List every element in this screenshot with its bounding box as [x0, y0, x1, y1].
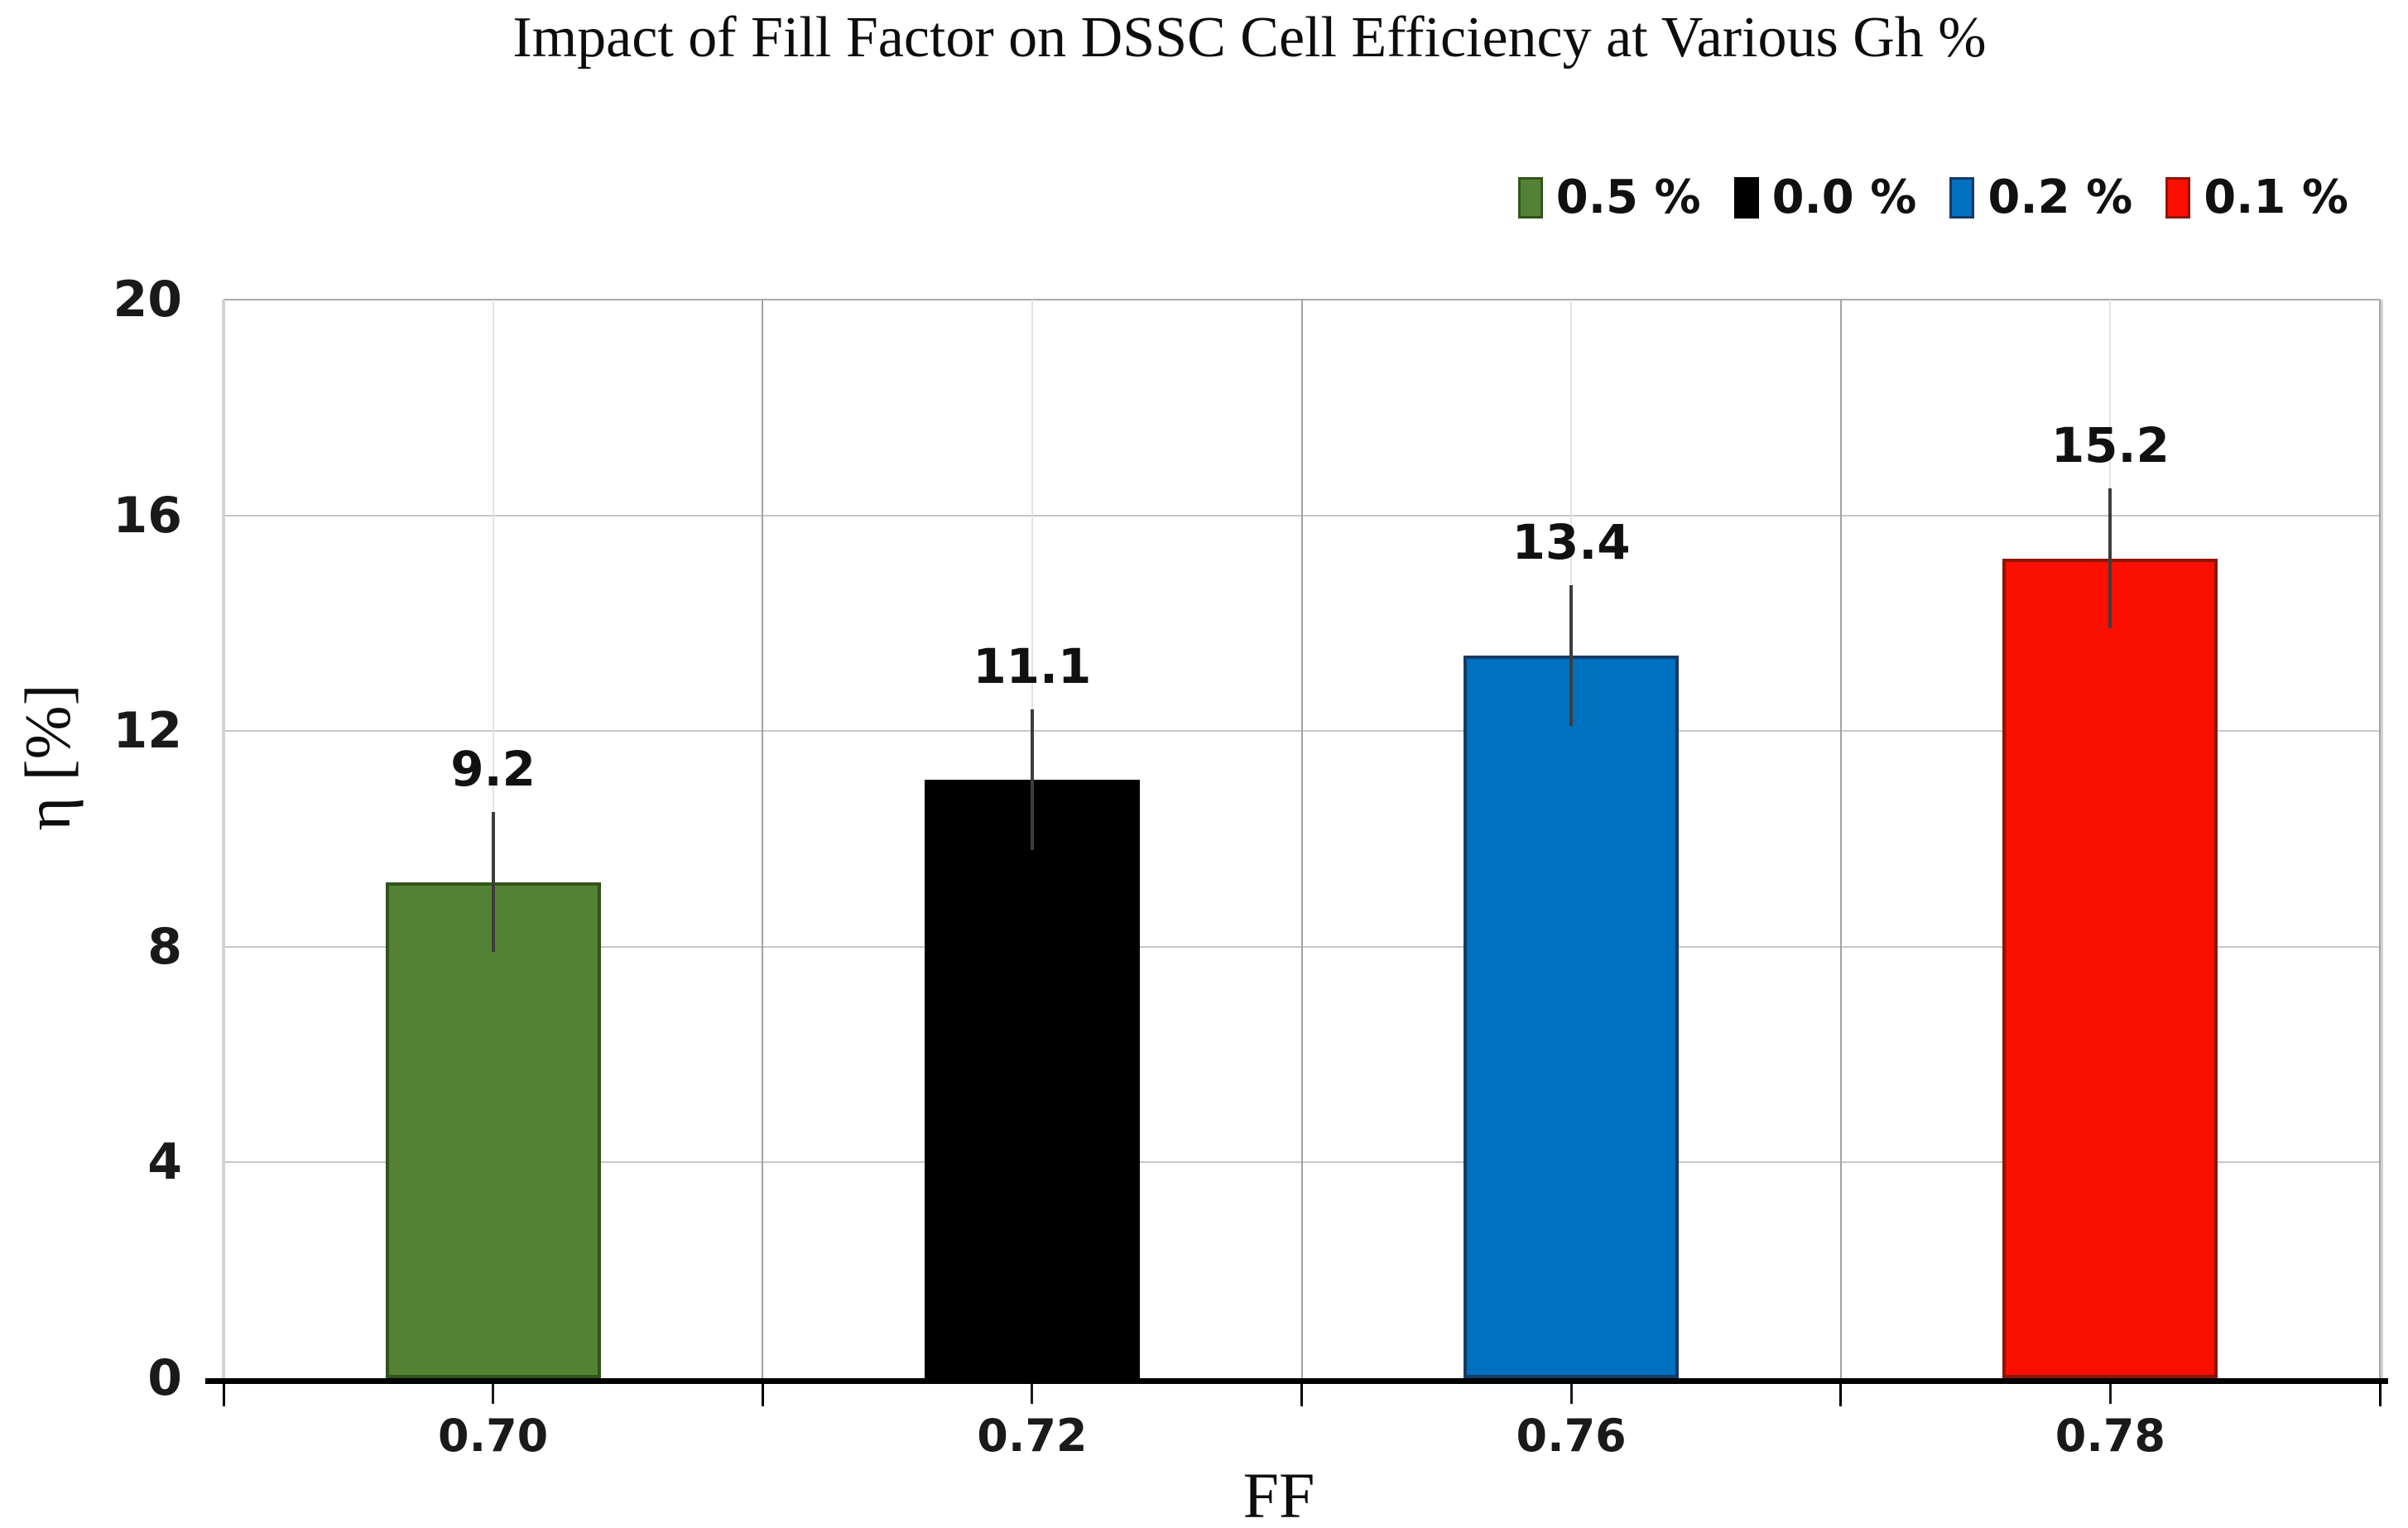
bar-value-label: 13.4 — [1512, 514, 1631, 571]
y-tick-label: 0 — [147, 1349, 182, 1407]
legend-swatch — [1733, 176, 1759, 219]
bar — [1464, 655, 1680, 1378]
x-axis-major-tick — [1300, 1378, 1303, 1406]
x-tick-label: 0.78 — [2055, 1410, 2165, 1462]
gridline-vertical-major — [2379, 300, 2381, 1378]
x-axis-line — [205, 1378, 2388, 1384]
plot-left-border — [222, 300, 225, 1378]
legend-item: 0.2 % — [1949, 171, 2132, 224]
gridline-vertical-major — [1839, 300, 1842, 1378]
y-tick-label: 8 — [147, 917, 182, 976]
error-bar — [491, 811, 495, 953]
x-axis-title: FF — [1242, 1459, 1315, 1528]
x-axis-minor-tick — [1569, 1381, 1573, 1404]
legend-item: 0.1 % — [2165, 171, 2348, 224]
chart-legend: 0.5 % 0.0 % 0.2 % 0.1 % — [1517, 171, 2348, 224]
bar — [2002, 558, 2218, 1378]
legend-item: 0.0 % — [1733, 171, 1917, 224]
legend-swatch — [1517, 176, 1543, 219]
x-tick-label: 0.76 — [1516, 1410, 1627, 1462]
bar-value-label: 11.1 — [973, 638, 1092, 695]
x-axis-minor-tick — [492, 1381, 495, 1404]
plot-right-border — [2380, 300, 2383, 1378]
error-bar — [1569, 585, 1574, 726]
x-tick-label: 0.72 — [977, 1410, 1088, 1462]
bar-value-label: 9.2 — [450, 740, 536, 797]
y-tick-label: 20 — [113, 271, 183, 329]
x-axis-major-tick — [222, 1378, 225, 1406]
x-tick-label: 0.70 — [438, 1410, 549, 1462]
y-tick-label: 16 — [113, 486, 183, 545]
bar — [924, 779, 1140, 1378]
legend-label: 0.0 % — [1771, 171, 1917, 224]
x-axis-major-tick — [761, 1378, 764, 1406]
x-axis-minor-tick — [1031, 1381, 1034, 1404]
y-tick-label: 4 — [147, 1133, 182, 1192]
x-axis-major-tick — [2378, 1378, 2382, 1406]
legend-swatch — [2165, 176, 2191, 219]
legend-label: 0.1 % — [2204, 171, 2348, 224]
bar — [385, 882, 601, 1378]
gridline-vertical-major — [762, 300, 764, 1378]
legend-item: 0.5 % — [1517, 171, 1701, 224]
chart-title: Impact of Fill Factor on DSSC Cell Effic… — [512, 6, 1987, 70]
legend-label: 0.5 % — [1555, 171, 1701, 224]
legend-label: 0.2 % — [1987, 171, 2133, 224]
legend-swatch — [1949, 176, 1975, 219]
y-tick-label: 12 — [113, 702, 183, 761]
error-bar — [2108, 488, 2112, 629]
error-bar — [1030, 709, 1034, 850]
bar-value-label: 15.2 — [2050, 417, 2170, 474]
x-axis-minor-tick — [2108, 1381, 2112, 1404]
gridline-vertical-major — [1300, 300, 1303, 1378]
x-axis-major-tick — [1839, 1378, 1843, 1406]
